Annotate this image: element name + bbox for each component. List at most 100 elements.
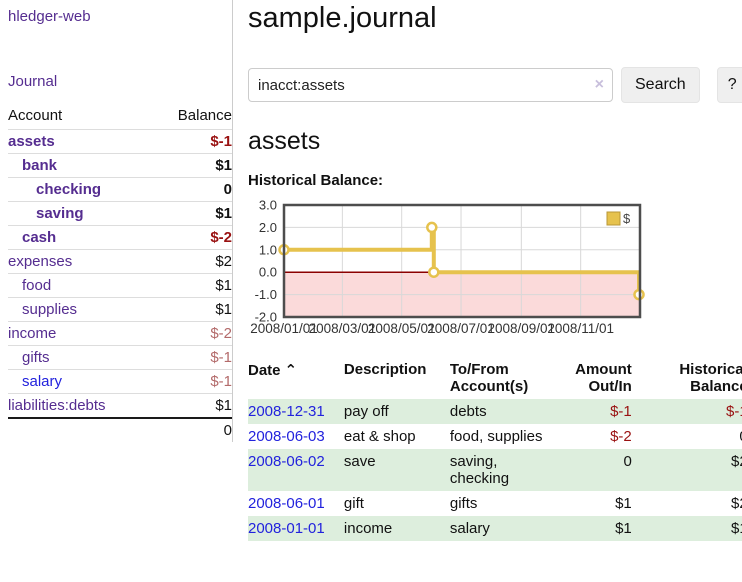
sidebar-account-bank[interactable]: bank bbox=[22, 157, 58, 174]
sidebar-account-assets[interactable]: assets bbox=[8, 133, 55, 150]
x-tick-label: 2008/01/01 bbox=[250, 321, 318, 336]
register-amount: $1 bbox=[615, 520, 632, 537]
register-accounts: saving, checking bbox=[449, 453, 510, 487]
register-header-accounts: To/From Account(s) bbox=[449, 361, 529, 395]
x-tick-label: 2008/07/01 bbox=[427, 321, 495, 336]
search-button[interactable]: Search bbox=[621, 67, 700, 103]
account-balance: $1 bbox=[215, 157, 232, 174]
historical-balance-chart[interactable]: $3.0 2.0 1.0 0.0 -1.0 -2.02008/01/012008/03/0… bbox=[248, 199, 688, 341]
account-balance: 0 bbox=[223, 181, 232, 198]
account-balance: $1 bbox=[215, 205, 232, 222]
register-balance: $2 bbox=[731, 453, 742, 470]
register-amount: $-2 bbox=[610, 428, 632, 445]
search-input[interactable] bbox=[248, 68, 613, 102]
register-header-description: Description bbox=[343, 361, 427, 378]
register-row: 2008-06-01 gift gifts $1 $2 bbox=[248, 491, 742, 516]
accounts-table: Account Balance assets $-1 bank $1 checking 0… bbox=[8, 104, 232, 442]
page-title: sample.journal bbox=[248, 2, 437, 34]
sidebar-account-cash[interactable]: cash bbox=[22, 229, 57, 246]
y-tick-label: 2.0 bbox=[259, 220, 277, 235]
chart-border bbox=[282, 203, 642, 319]
register-row: 2008-06-03 eat & shop food, supplies $-2 0 bbox=[248, 424, 742, 449]
sidebar-account-food[interactable]: food bbox=[22, 277, 52, 294]
app-title-link[interactable]: hledger-web bbox=[8, 8, 91, 25]
register-accounts: debts bbox=[449, 403, 487, 420]
register-balance: 0 bbox=[646, 424, 742, 449]
account-row: supplies $1 bbox=[8, 297, 232, 322]
y-tick-label: 0.0 bbox=[259, 265, 277, 280]
account-row: saving $1 bbox=[8, 201, 232, 226]
app-layout: hledger-web Journal Account Balance asse… bbox=[8, 0, 742, 541]
sidebar-account-income[interactable]: income bbox=[8, 325, 57, 342]
x-tick-label: 2008/05/01 bbox=[368, 321, 436, 336]
register-description: income bbox=[343, 520, 393, 537]
x-tick-label: 2008/09/01 bbox=[488, 321, 556, 336]
register-accounts: food, supplies bbox=[449, 428, 543, 445]
account-row: bank $1 bbox=[8, 153, 232, 178]
data-point-marker bbox=[428, 266, 440, 278]
y-tick-label: -2.0 bbox=[255, 310, 277, 325]
account-row: assets $-1 bbox=[8, 129, 232, 154]
register-description: gift bbox=[343, 495, 364, 512]
account-balance: $-1 bbox=[210, 349, 232, 366]
chart-title: Historical Balance: bbox=[248, 172, 384, 189]
legend-label: $ bbox=[623, 211, 631, 226]
accounts-total-spacer bbox=[8, 417, 152, 442]
register-header-balance: Historical Balance bbox=[679, 361, 742, 395]
help-button[interactable]: ? bbox=[716, 67, 742, 103]
register-amount: $-1 bbox=[610, 403, 632, 420]
register-table: Date ⌃ Description To/From Account(s) Amo… bbox=[248, 357, 742, 541]
account-balance: $1 bbox=[215, 397, 232, 414]
sidebar-account-expenses[interactable]: expenses bbox=[8, 253, 73, 270]
x-tick-label: 2008/11/01 bbox=[547, 321, 614, 336]
accounts-header-balance: Balance bbox=[177, 107, 232, 124]
legend-swatch bbox=[606, 211, 621, 226]
sidebar-nav: Journal bbox=[8, 73, 232, 90]
register-accounts: salary bbox=[449, 520, 490, 537]
account-balance: $-2 bbox=[210, 325, 232, 342]
y-tick-label: 1.0 bbox=[259, 242, 277, 257]
register-description: pay off bbox=[343, 403, 389, 420]
accounts-table-header: Account Balance bbox=[8, 104, 232, 130]
account-row: salary $-1 bbox=[8, 369, 232, 394]
accounts-total-row: 0 bbox=[8, 417, 232, 442]
account-row: gifts $-1 bbox=[8, 345, 232, 370]
register-balance: $1 bbox=[731, 520, 742, 537]
clear-search-icon[interactable]: × bbox=[594, 76, 604, 93]
register-date-link[interactable]: 2008-06-03 bbox=[248, 428, 325, 445]
register-date-link[interactable]: 2008-06-01 bbox=[248, 495, 325, 512]
accounts-total-value: 0 bbox=[151, 417, 232, 442]
account-balance: $-2 bbox=[210, 229, 232, 246]
register-date-link[interactable]: 2008-06-02 bbox=[248, 453, 325, 470]
search-box: × bbox=[248, 68, 613, 102]
register-date-link[interactable]: 2008-01-01 bbox=[248, 520, 325, 537]
accounts-header-account: Account bbox=[8, 107, 63, 124]
register-header-date[interactable]: Date ⌃ bbox=[248, 362, 298, 379]
register-balance: $-1 bbox=[726, 403, 742, 420]
app-title: hledger-web bbox=[8, 8, 232, 25]
account-balance: $1 bbox=[215, 277, 232, 294]
sidebar-account-gifts[interactable]: gifts bbox=[22, 349, 50, 366]
account-row: cash $-2 bbox=[8, 225, 232, 250]
sidebar-account-liabilities-debts[interactable]: liabilities:debts bbox=[8, 397, 106, 414]
sidebar-account-saving[interactable]: saving bbox=[36, 205, 84, 222]
register-description: save bbox=[343, 453, 376, 470]
sidebar-item-journal[interactable]: Journal bbox=[8, 73, 58, 90]
account-balance: $2 bbox=[215, 253, 232, 270]
account-balance: $1 bbox=[215, 301, 232, 318]
account-row: income $-2 bbox=[8, 321, 232, 346]
y-tick-label: 3.0 bbox=[259, 199, 277, 213]
register-description: eat & shop bbox=[343, 428, 416, 445]
sidebar-account-salary[interactable]: salary bbox=[22, 373, 63, 390]
account-heading: assets bbox=[248, 127, 321, 155]
register-row: 2008-06-02 save saving, checking 0 $2 bbox=[248, 449, 742, 491]
register-amount: 0 bbox=[623, 453, 632, 470]
sidebar-account-supplies[interactable]: supplies bbox=[22, 301, 78, 318]
register-row: 2008-12-31 pay off debts $-1 $-1 bbox=[248, 399, 742, 424]
register-date-link[interactable]: 2008-12-31 bbox=[248, 403, 325, 420]
x-tick-label: 2008/03/01 bbox=[309, 321, 377, 336]
sidebar-account-checking[interactable]: checking bbox=[36, 181, 102, 198]
account-row: liabilities:debts $1 bbox=[8, 393, 232, 419]
main-content: sample.journal × Search ? assets Histori… bbox=[233, 0, 742, 541]
account-row: checking 0 bbox=[8, 177, 232, 202]
